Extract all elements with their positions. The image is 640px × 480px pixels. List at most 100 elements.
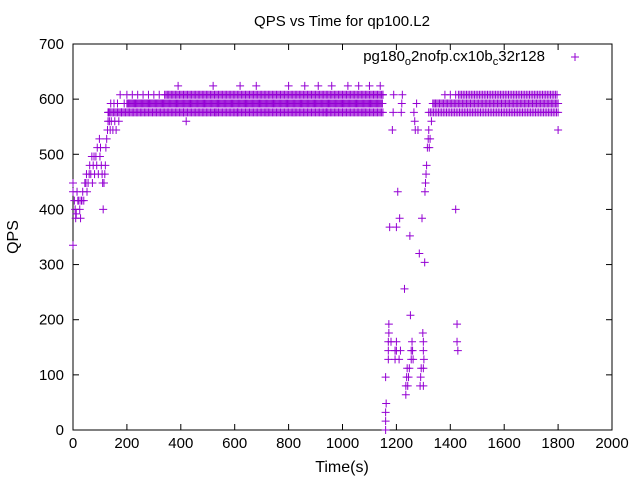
legend-label-part: pg180 [363, 48, 405, 65]
data-point [174, 81, 183, 90]
data-point [83, 187, 92, 196]
data-point [104, 108, 113, 117]
data-point [289, 108, 298, 117]
data-point [453, 337, 462, 346]
y-tick-label: 200 [39, 312, 64, 329]
data-point [413, 126, 422, 135]
data-point [554, 99, 563, 108]
y-tick-label: 700 [39, 36, 64, 53]
data-point [453, 346, 462, 355]
data-point [384, 355, 393, 364]
data-point [378, 108, 387, 117]
data-point [233, 108, 242, 117]
data-point [76, 214, 85, 223]
data-point [418, 214, 427, 223]
data-point [381, 426, 390, 434]
data-point [72, 209, 81, 218]
data-point [381, 417, 390, 426]
data-points [69, 81, 563, 434]
y-tick-label: 100 [39, 367, 64, 384]
data-point [404, 373, 413, 382]
y-tick-label: 0 [56, 422, 64, 439]
data-point [116, 90, 125, 99]
data-point [426, 134, 435, 143]
x-tick-label: 800 [276, 435, 301, 452]
data-point [99, 205, 108, 214]
x-tick-label: 200 [114, 435, 139, 452]
legend-label-part: 2nofp.cx10b [411, 48, 493, 65]
data-point [392, 223, 401, 232]
data-point [416, 373, 425, 382]
data-point [322, 108, 331, 117]
legend-label: pg180o2nofp.cx10bc32r128 [363, 48, 545, 68]
data-point [314, 81, 323, 90]
data-point [393, 187, 402, 196]
data-point [338, 108, 347, 117]
data-point [95, 152, 104, 161]
legend-label-part: o [405, 56, 411, 68]
legend-marker-plus [571, 53, 579, 61]
x-axis-title: Time(s) [315, 459, 369, 476]
data-point [409, 355, 418, 364]
legend-label-part: c [493, 56, 499, 68]
data-point [427, 117, 436, 126]
data-point [405, 231, 414, 240]
data-point [120, 99, 129, 108]
y-tick-label: 500 [39, 146, 64, 163]
data-point [422, 170, 431, 179]
data-point [99, 178, 108, 187]
data-point [395, 355, 404, 364]
data-point [424, 126, 433, 135]
data-point [389, 90, 398, 99]
data-point [395, 214, 404, 223]
x-axis: 0 200 400 600 800 1000 1200 1400 1600 1800 2000 [69, 44, 629, 452]
data-point [69, 178, 77, 187]
data-point [263, 108, 272, 117]
data-point [360, 108, 369, 117]
x-tick-label: 1000 [326, 435, 359, 452]
data-point [398, 90, 407, 99]
data-point [396, 346, 405, 355]
legend: pg180o2nofp.cx10bc32r128 [363, 48, 579, 68]
data-point [405, 364, 414, 373]
data-point [117, 108, 126, 117]
data-point [100, 170, 109, 179]
data-point [327, 81, 336, 90]
data-point [419, 337, 428, 346]
data-point [209, 81, 218, 90]
data-point [384, 346, 393, 355]
data-point [179, 108, 188, 117]
data-point [453, 320, 462, 329]
data-point [365, 81, 374, 90]
data-point [101, 161, 110, 170]
data-point [420, 187, 429, 196]
data-point [211, 108, 220, 117]
data-point [381, 373, 390, 382]
data-point [419, 346, 428, 355]
data-point [554, 108, 563, 117]
y-tick-label: 300 [39, 257, 64, 274]
data-point [79, 196, 88, 205]
y-tick-label: 400 [39, 201, 64, 218]
data-point [422, 161, 431, 170]
data-point [400, 284, 409, 293]
data-point [421, 178, 430, 187]
data-point [415, 249, 424, 258]
data-point [378, 90, 387, 99]
data-point [397, 99, 406, 108]
data-point [451, 90, 460, 99]
data-point [378, 99, 387, 108]
data-point [553, 90, 562, 99]
data-point [419, 355, 428, 364]
data-point [88, 178, 97, 187]
data-point [381, 408, 390, 417]
data-point [101, 143, 110, 152]
data-point [384, 320, 393, 329]
legend-label-part: 32r128 [498, 48, 545, 65]
x-tick-label: 2000 [595, 435, 628, 452]
data-point [354, 81, 363, 90]
data-point [385, 223, 394, 232]
data-point [182, 117, 191, 126]
